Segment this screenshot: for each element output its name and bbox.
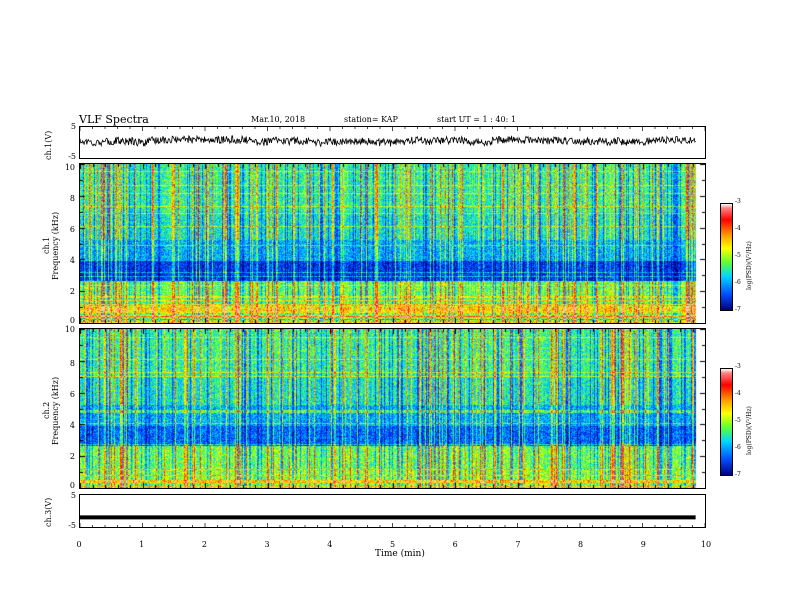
ch1-ylabel: ch.1(V) [44,130,53,160]
ch1-waveform-line [80,134,696,148]
ch1-cbar-tick-m7: -7 [735,306,741,313]
x-tick-label-6: 6 [452,540,458,549]
ch2-spectrogram-panel [79,328,706,489]
x-tick-label-4: 4 [327,540,333,549]
station-label: station= KAP [344,115,398,124]
ch1-freq-tick-2: 2 [69,287,75,296]
start-time-label: start UT = 1 : 40: 1 [437,115,516,124]
ch2-cbar-label: log(PSD)(V²/Hz) [746,406,753,455]
ch2-cbar-tick-m7: -7 [735,471,741,478]
ch1-freq-tick-0: 0 [69,316,75,325]
ch3-waveform-panel [79,494,706,528]
x-axis-label: Time (min) [375,549,425,559]
x-tick-label-2: 2 [201,540,207,549]
x-tick-label-1: 1 [139,540,145,549]
date-label: Mar.10, 2018 [251,115,306,124]
ch1-cbar-tick-m4: -4 [735,225,741,232]
x-tick-label-0: 0 [76,540,82,549]
ch1-spectrogram-panel [79,163,706,324]
ch3-waveform [80,515,705,527]
x-tick-label-5: 5 [389,540,396,549]
ch2-spec-channel-label: ch.2 [42,401,51,419]
ch2-freq-tick-8: 8 [69,359,75,368]
ch2-cbar-tick-m5: -5 [735,417,741,424]
ch2-cbar-tick-m3: -3 [735,363,741,370]
ch2-freq-tick-6: 6 [69,390,75,399]
ch1-spec-channel-label: ch.1 [42,236,51,254]
ch2-spectrogram [80,329,705,488]
ch1-cbar-tick-m6: -6 [735,279,741,286]
x-tick-label-7: 7 [515,540,521,549]
ch2-colorbar [720,368,733,476]
x-tick-label-10: 10 [700,540,712,549]
ch1-cbar-label: log(PSD)(V²/Hz) [746,241,753,290]
ch1-ytick-top: 5 [70,122,76,131]
ch1-freq-tick-6: 6 [69,225,75,234]
ch2-freq-tick-0: 0 [69,481,75,490]
ch1-ytick-bottom: -5 [68,152,76,161]
ch1-freq-tick-4: 4 [69,256,75,265]
ch1-cbar-tick-m5: -5 [735,252,741,259]
ch2-freq-tick-10: 10 [64,325,75,334]
ch2-cbar-tick-m4: -4 [735,390,741,397]
ch2-cbar-tick-m6: -6 [735,444,741,451]
ch2-freq-tick-2: 2 [69,452,75,461]
ch1-freq-tick-10: 10 [64,163,75,172]
chart-title: VLF Spectra [79,113,149,126]
x-tick-label-9: 9 [640,540,646,549]
ch1-spec-ylabel: Frequency (kHz) [51,211,60,280]
ch3-ytick-top: 5 [70,491,76,500]
ch1-cbar-tick-m3: -3 [735,198,741,205]
x-tick-label-8: 8 [578,540,584,549]
ch1-colorbar [720,203,733,311]
ch3-ylabel: ch.3(V) [44,497,53,527]
ch1-waveform [80,127,705,148]
ch2-spec-ylabel: Frequency (kHz) [51,376,60,445]
ch2-freq-tick-4: 4 [69,421,75,430]
ch1-freq-tick-8: 8 [69,194,75,203]
ch1-spectrogram [80,164,705,323]
ch3-ytick-bottom: -5 [68,521,76,530]
x-tick-label-3: 3 [264,540,270,549]
ch1-waveform-panel [79,126,706,159]
